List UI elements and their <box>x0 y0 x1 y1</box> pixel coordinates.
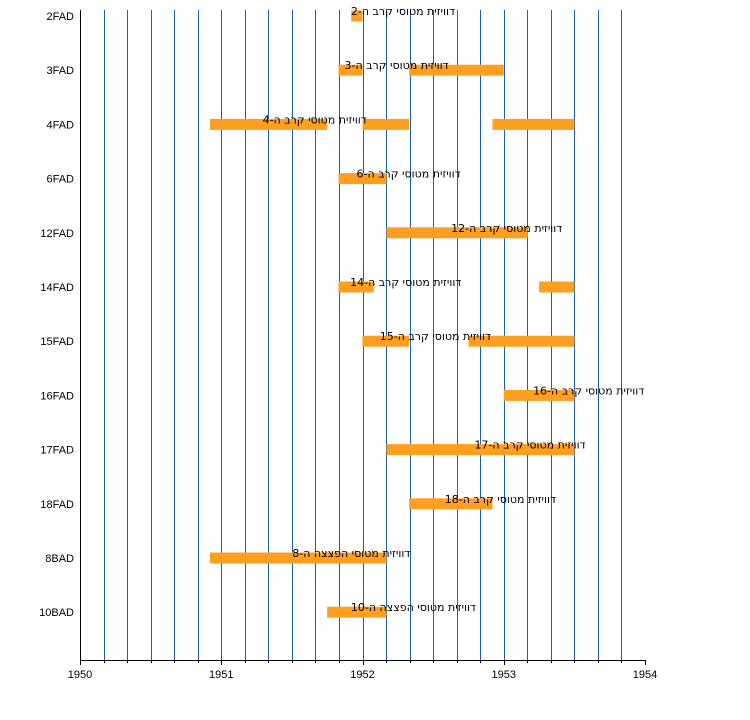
timeline-bar <box>209 552 387 564</box>
chart-rows: 2FAD דוויזית מטוסי קרב ה-2 3FAD דוויזית מטו… <box>39 5 644 619</box>
timeline-bar <box>468 335 575 347</box>
row-label: 2FAD <box>46 11 74 23</box>
timeline-bar <box>539 281 575 293</box>
timeline-bar <box>409 64 504 76</box>
timeline-bar <box>386 227 528 239</box>
timeline-bar <box>338 173 387 185</box>
row-label: 8BAD <box>45 553 74 565</box>
row-14fad: 14FAD דוויזית מטוסי קרב ה-14 <box>40 276 575 294</box>
timeline-bar <box>409 498 493 510</box>
timeline-bar <box>338 281 374 293</box>
timeline-bar <box>492 118 575 130</box>
bar-label: דוויזית מטוסי קרב ה-2 <box>351 5 455 18</box>
timeline-bar <box>338 64 363 76</box>
row-2fad: 2FAD דוויזית מטוסי קרב ה-2 <box>46 5 455 23</box>
row-3fad: 3FAD דוויזית מטוסי קרב ה-3 <box>46 59 504 77</box>
bar-label: דוויזית מטוסי קרב ה-6 <box>357 168 461 181</box>
x-tick-label: 1954 <box>633 669 657 681</box>
bar-label: דוויזית מטוסי קרב ה-12 <box>451 222 562 235</box>
bar-label: דוויזית מטוסי קרב ה-17 <box>474 439 585 452</box>
grid-lines <box>104 10 622 660</box>
row-4fad: 4FAD דוויזית מטוסי קרב ה-4 <box>46 113 575 131</box>
row-label: 3FAD <box>46 65 74 77</box>
bar-label: דוויזית מטוסי קרב ה-15 <box>380 330 491 343</box>
bar-label: דוויזית מטוסי הפצצה ה-10 <box>351 601 476 614</box>
timeline-bar <box>503 389 575 401</box>
row-label: 17FAD <box>40 445 74 457</box>
timeline-bar <box>209 118 328 130</box>
row-18fad: 18FAD דוויזית מטוסי קרב ה-18 <box>40 493 556 511</box>
bar-label: דוויזית מטוסי קרב ה-18 <box>445 493 556 506</box>
row-label: 4FAD <box>46 119 74 131</box>
row-label: 12FAD <box>40 228 74 240</box>
timeline-bar <box>362 118 410 130</box>
x-tick-label: 1952 <box>350 669 374 681</box>
row-label: 6FAD <box>46 174 74 186</box>
row-12fad: 12FAD דוויזית מטוסי קרב ה-12 <box>40 222 562 240</box>
bar-label: דוויזית מטוסי קרב ה-14 <box>350 276 461 289</box>
bar-label: דוויזית מטוסי הפצצה ה-8 <box>292 547 410 560</box>
row-label: 16FAD <box>40 390 74 402</box>
timeline-bar <box>327 606 387 618</box>
timeline-bar <box>386 444 575 456</box>
row-label: 15FAD <box>40 336 74 348</box>
timeline-bar <box>351 10 363 22</box>
row-10bad: 10BAD דוויזית מטוסי הפצצה ה-10 <box>39 601 476 619</box>
bar-label: דוויזית מטוסי קרב ה-16 <box>533 384 644 397</box>
x-axis: 1950 1951 1952 1953 1954 <box>68 10 657 681</box>
x-tick-label: 1951 <box>209 669 233 681</box>
timeline-bar <box>362 335 410 347</box>
bar-label: דוויזית מטוסי קרב ה-3 <box>344 59 448 72</box>
row-16fad: 16FAD דוויזית מטוסי קרב ה-16 <box>40 384 644 402</box>
x-tick-label: 1950 <box>68 669 92 681</box>
row-17fad: 17FAD דוויזית מטוסי קרב ה-17 <box>40 439 585 457</box>
row-15fad: 15FAD דוויזית מטוסי קרב ה-15 <box>40 330 575 348</box>
bar-label: דוויזית מטוסי קרב ה-4 <box>263 113 367 126</box>
row-8bad: 8BAD דוויזית מטוסי הפצצה ה-8 <box>45 547 410 565</box>
row-label: 14FAD <box>40 282 74 294</box>
x-tick-label: 1953 <box>492 669 516 681</box>
row-6fad: 6FAD דוויזית מטוסי קרב ה-6 <box>46 168 460 186</box>
row-label: 10BAD <box>39 607 74 619</box>
row-label: 18FAD <box>40 499 74 511</box>
